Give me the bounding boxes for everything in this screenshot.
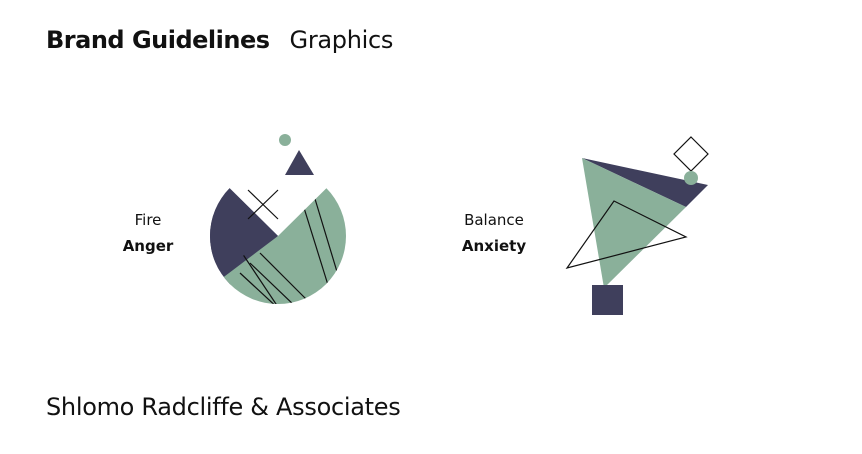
- fire-anger-graphic: [210, 134, 346, 304]
- x-cross-shape: [247, 189, 279, 220]
- navy-triangle-shape: [285, 150, 314, 175]
- navy-square-shape: [592, 285, 623, 315]
- fire-graphic-label: Fire Anger: [112, 207, 184, 259]
- balance-label: Balance: [464, 211, 524, 229]
- brand-guidelines-title: Brand Guidelines: [46, 26, 270, 54]
- fire-label: Fire: [134, 211, 162, 229]
- diamond-outline-shape: [673, 136, 709, 172]
- anger-label: Anger: [122, 237, 174, 255]
- page-header: Brand Guidelines Graphics: [46, 26, 393, 54]
- sage-triangle-shape: [582, 158, 686, 288]
- sage-wedge-shape: [210, 168, 346, 304]
- company-name: Shlomo Radcliffe & Associates: [46, 393, 401, 421]
- balance-graphic-label: Balance Anxiety: [452, 207, 536, 259]
- section-title: Graphics: [289, 26, 394, 54]
- anxiety-label: Anxiety: [461, 237, 527, 255]
- outline-triangle-shape: [565, 200, 688, 269]
- balance-anxiety-graphic: [565, 136, 709, 315]
- sage-dot-shape: [684, 171, 698, 185]
- sage-dot-shape: [279, 134, 291, 146]
- navy-triangle-shape: [582, 158, 708, 207]
